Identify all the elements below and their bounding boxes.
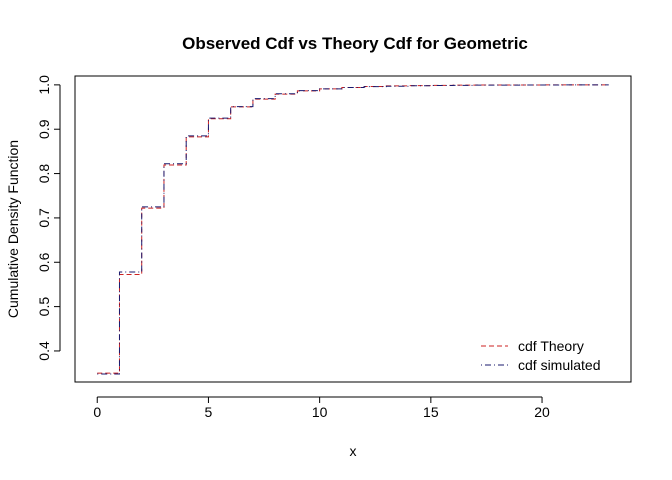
y-tick-label: 0.9 xyxy=(36,119,52,139)
y-tick-label: 1.0 xyxy=(36,75,52,95)
y-tick-label: 0.4 xyxy=(36,341,52,361)
y-tick-label: 0.5 xyxy=(36,297,52,317)
y-tick-label: 0.6 xyxy=(36,252,52,272)
legend-label-cdf-theory: cdf Theory xyxy=(518,338,584,354)
y-axis: 0.4 0.5 0.6 0.7 0.8 0.9 1.0 xyxy=(36,75,61,361)
x-axis-label: x xyxy=(350,443,357,459)
series-line-cdf-simulated xyxy=(97,84,609,375)
y-tick-label: 0.7 xyxy=(36,208,52,228)
series-layer xyxy=(97,84,609,375)
x-tick-label: 0 xyxy=(93,404,101,420)
series-line-cdf-theory xyxy=(97,84,609,374)
x-tick-label: 10 xyxy=(312,404,328,420)
legend: cdf Theory cdf simulated xyxy=(481,338,600,373)
chart-title: Observed Cdf vs Theory Cdf for Geometric xyxy=(182,34,528,53)
plot-frame xyxy=(74,75,632,383)
legend-label-cdf-simulated: cdf simulated xyxy=(518,357,600,373)
y-axis-label: Cumulative Density Function xyxy=(5,140,21,318)
x-tick-label: 5 xyxy=(205,404,213,420)
x-tick-label: 15 xyxy=(423,404,439,420)
x-axis: 0 5 10 15 20 xyxy=(93,396,550,420)
x-tick-label: 20 xyxy=(534,404,550,420)
y-tick-label: 0.8 xyxy=(36,164,52,184)
